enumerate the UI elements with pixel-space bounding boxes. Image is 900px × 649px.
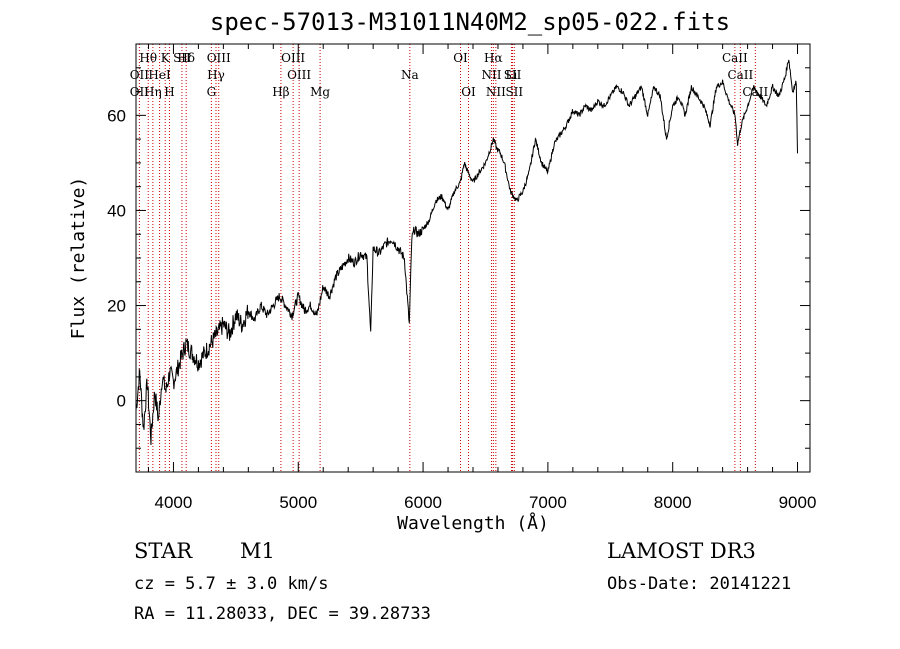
y-tick-label: 40	[107, 201, 126, 220]
line-label: OIII	[281, 51, 305, 65]
line-label: CaII	[742, 85, 768, 99]
x-tick-label: 8000	[654, 493, 692, 512]
line-label: CaII	[727, 68, 753, 82]
line-label: Mg	[310, 85, 330, 99]
line-label: OII	[130, 68, 150, 82]
line-label: Hη	[144, 85, 162, 99]
line-label: Hγ	[207, 68, 225, 82]
plot-frame	[135, 43, 811, 473]
y-axis-label: Flux (relative)	[68, 177, 89, 340]
x-tick-label: 5000	[279, 493, 317, 512]
line-label: OII	[130, 85, 150, 99]
y-tick-label: 60	[107, 106, 126, 125]
line-label: Hδ	[177, 51, 195, 65]
line-label: OIII	[207, 51, 231, 65]
line-label: NII	[481, 68, 501, 82]
line-label: HeI	[148, 68, 171, 82]
line-label: Hα	[484, 51, 503, 65]
line-label: OI	[453, 51, 468, 65]
line-label: NII	[486, 85, 506, 99]
x-axis-label: Wavelength (Å)	[397, 512, 549, 534]
chart-title: spec-57013-M31011N40M2_sp05-022.fits	[209, 8, 731, 36]
object-class: STAR	[134, 539, 193, 563]
coordinates: RA = 11.28033, DEC = 39.28733	[134, 604, 431, 624]
line-label: K	[161, 51, 171, 65]
line-label: SII	[505, 85, 523, 99]
line-label: Na	[401, 68, 419, 82]
x-tick-label: 7000	[529, 493, 567, 512]
survey-label: LAMOST DR3	[607, 539, 756, 563]
line-label: H	[164, 85, 174, 99]
line-label: G	[207, 85, 217, 99]
object-subclass: M1	[240, 539, 275, 563]
x-tick-label: 4000	[155, 493, 193, 512]
line-label: CaII	[722, 51, 748, 65]
spectrum-line	[135, 59, 798, 446]
y-tick-label: 0	[117, 392, 126, 411]
line-label: SII	[173, 51, 191, 65]
line-label: Hθ	[139, 51, 157, 65]
line-label: Li	[506, 68, 518, 82]
line-label: Hβ	[272, 85, 289, 99]
redshift-velocity: cz = 5.7 ± 3.0 km/s	[134, 574, 329, 594]
line-label: OIII	[287, 68, 311, 82]
observation-date: Obs-Date: 20141221	[607, 574, 792, 594]
line-label: SII	[504, 68, 522, 82]
y-tick-label: 20	[107, 297, 126, 316]
line-label: OI	[461, 85, 476, 99]
x-tick-label: 6000	[404, 493, 442, 512]
x-tick-label: 9000	[779, 493, 817, 512]
